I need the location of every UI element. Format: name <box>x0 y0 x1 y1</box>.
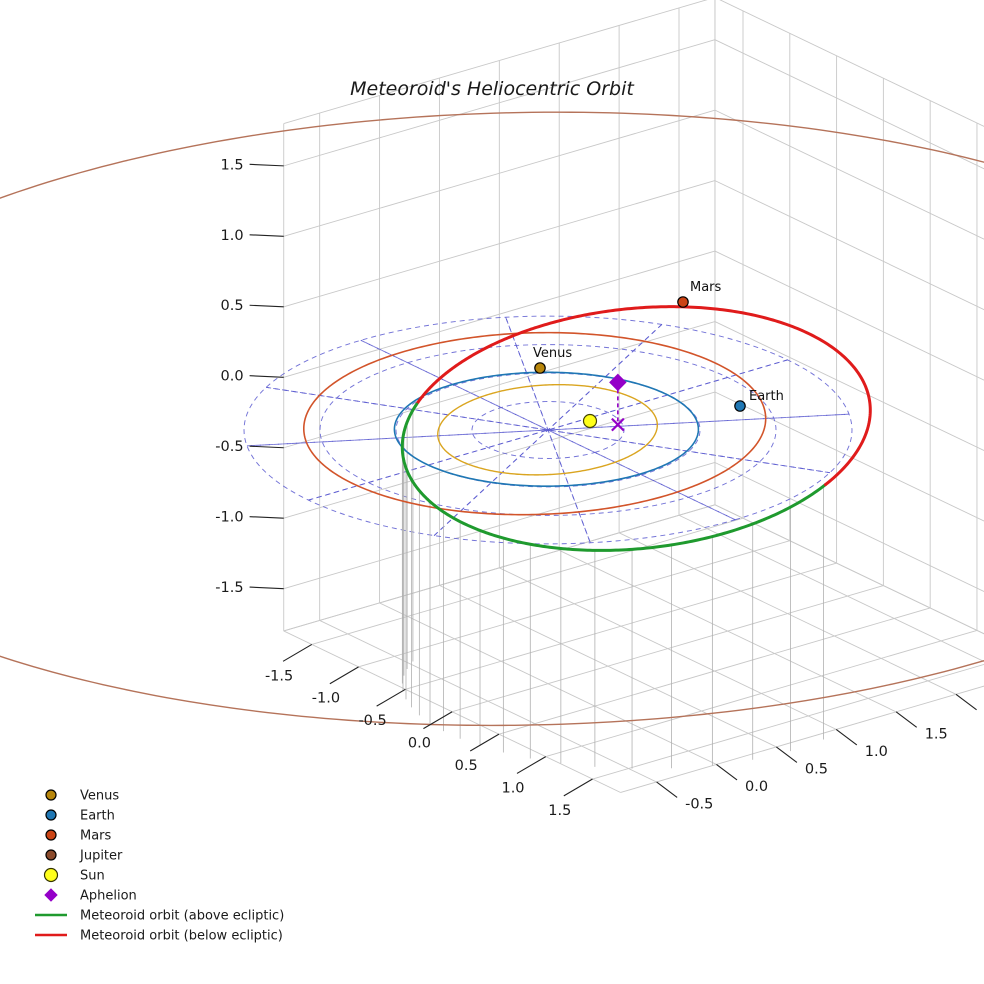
y-tick-label: 1.0 <box>865 744 888 760</box>
z-tick-label: -0.5 <box>215 439 243 455</box>
axis-ticks: 1.5 1.0 0.5 0.0 -0.5 -1.0 -1.5 -1.5 -1.0 -0.5 0.0 0… <box>215 157 977 819</box>
marker-mars <box>677 296 689 308</box>
legend-item-mars-swatch <box>45 829 57 841</box>
polar-grid <box>243 315 853 545</box>
legend-item-sun-swatch <box>43 867 59 883</box>
legend-item-meteoroid-orbit-below-ecliptic-label: Meteoroid orbit (below ecliptic) <box>80 929 283 944</box>
z-tick-label: 0.0 <box>221 369 244 385</box>
body-markers <box>534 296 746 429</box>
legend-item-meteoroid-orbit-above-ecliptic-label: Meteoroid orbit (above ecliptic) <box>80 909 284 924</box>
marker-earth <box>734 400 746 412</box>
legend-item-aphelion-label: Aphelion <box>80 889 137 904</box>
marker-sun <box>582 413 598 429</box>
x-tick-label: 0.5 <box>455 758 478 774</box>
x-tick-label: 1.5 <box>548 803 571 819</box>
x-tick-label: -1.5 <box>265 668 293 684</box>
y-tick-label: 0.5 <box>805 761 828 777</box>
planet-orbit-curves <box>0 111 984 727</box>
legend-item-earth-swatch <box>45 809 57 821</box>
legend-item-aphelion-swatch <box>44 888 58 902</box>
y-tick-label: 1.5 <box>925 726 948 742</box>
annotation-earth: Earth <box>749 389 784 404</box>
x-tick-label: 0.0 <box>408 736 431 752</box>
meteoroid-orbit-curve <box>400 305 872 552</box>
body-annotations: Venus Mars Earth <box>533 280 784 404</box>
z-tick-label: 1.5 <box>221 157 244 173</box>
z-tick-label: 1.0 <box>221 228 244 244</box>
page-title: Meteoroid's Heliocentric Orbit <box>350 78 635 100</box>
legend-item-jupiter-swatch <box>45 849 57 861</box>
marker-venus <box>534 362 546 374</box>
legend-item-mars-label: Mars <box>80 829 112 844</box>
legend: Venus Earth Mars Jupiter Sun Aphelion Meteoroi… <box>35 789 284 944</box>
legend-item-earth-label: Earth <box>80 809 115 824</box>
x-tick-label: -1.0 <box>312 691 340 707</box>
y-tick-label: -0.5 <box>685 797 713 813</box>
x-tick-label: -0.5 <box>358 713 386 729</box>
x-tick-label: 1.0 <box>501 781 524 797</box>
z-tick-label: 0.5 <box>221 298 244 314</box>
legend-item-sun-label: Sun <box>80 869 105 884</box>
annotation-mars: Mars <box>690 280 722 295</box>
legend-item-venus-swatch <box>45 789 57 801</box>
z-tick-label: -1.5 <box>215 580 243 596</box>
legend-item-jupiter-label: Jupiter <box>79 849 123 864</box>
orbit-stem-lines <box>401 410 824 769</box>
axes-box-grid <box>283 0 984 793</box>
y-tick-label: 0.0 <box>745 779 768 795</box>
annotation-venus: Venus <box>533 346 572 361</box>
legend-item-venus-label: Venus <box>80 789 119 804</box>
z-tick-label: -1.0 <box>215 510 243 526</box>
